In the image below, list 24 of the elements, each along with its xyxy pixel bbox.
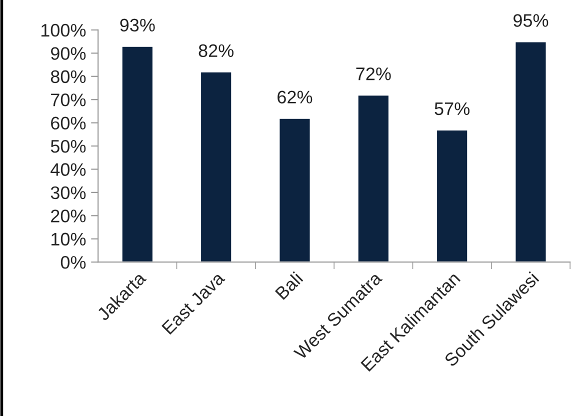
y-tick-label: 10% [52,232,86,246]
data-label: 72% [356,67,391,80]
bar [356,94,390,262]
y-tick-label: 100% [41,24,86,37]
data-label: 57% [434,102,470,116]
bar [120,46,154,262]
y-tick-label: 60% [51,116,86,130]
x-tick-label: Bali [274,271,304,300]
bar [200,71,233,262]
y-tick-label: 90% [50,47,86,60]
data-label: 62% [278,90,312,104]
y-tick-label: 0% [60,256,86,269]
data-label: 82% [198,44,234,58]
y-tick-label: 80% [50,70,86,84]
bar [436,129,469,262]
bar [514,40,548,262]
data-label: 95% [514,14,548,27]
y-tick-label: 20% [51,210,86,222]
bar [278,117,312,262]
y-tick-label: 30% [50,186,86,200]
y-tick-label: 70% [51,94,86,106]
y-tick-label: 50% [50,140,86,153]
y-tick-label: 40% [50,163,86,176]
data-label: 93% [120,18,155,32]
